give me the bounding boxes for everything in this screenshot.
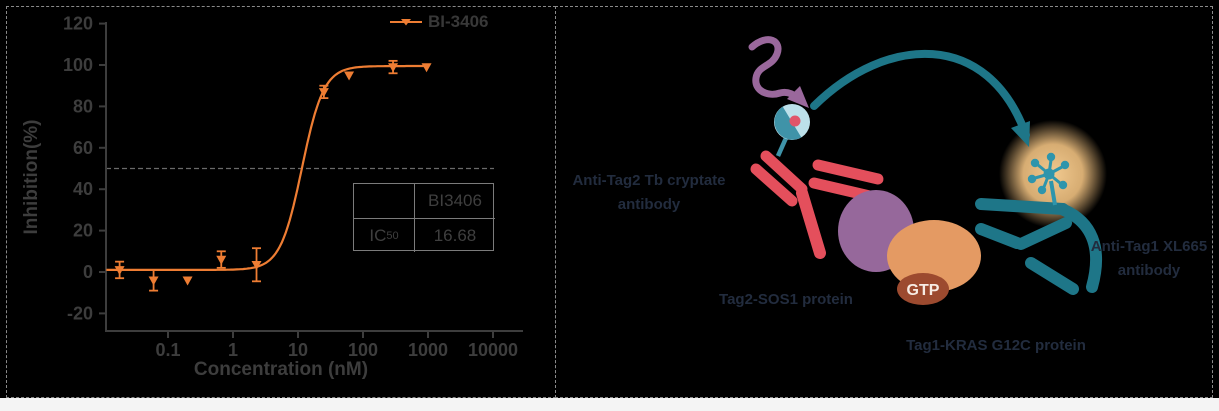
dose-response-svg: 0.1 1 10 100 1000 10000 -20 0 20 40 60 80 100 120 — [63, 14, 523, 360]
acceptor-antibody-shape — [975, 198, 1102, 295]
legend-marker-icon — [390, 19, 422, 26]
acceptor-antibody-label: Anti-Tag1 XL665 antibody — [1059, 235, 1219, 283]
y-axis-title: Inhibition(%) — [21, 119, 42, 235]
y-tick-label: 60 — [73, 138, 93, 158]
y-tick-label: -20 — [67, 303, 93, 323]
data-point-marker — [182, 276, 193, 286]
donor-antibody-label: Anti-Tag2 Tb cryptate antibody — [564, 169, 734, 217]
xl665-asterisk-icon — [1027, 152, 1070, 206]
x-axis-title: Concentration (nM) — [193, 359, 369, 380]
y-tick-label: 100 — [63, 55, 93, 75]
x-tick-label: 10 — [288, 340, 308, 360]
excitation-arrow-icon — [748, 36, 809, 108]
data-point-marker — [421, 63, 432, 73]
data-point-marker — [114, 266, 125, 276]
fit-curve — [106, 64, 428, 271]
bottom-strip — [0, 398, 1219, 411]
legend-label: BI-3406 — [428, 12, 489, 31]
donor-antibody-label-line1: Anti-Tag2 Tb cryptate — [572, 172, 726, 189]
assay-schematic-svg: GTP — [748, 36, 1107, 305]
legend: BI-3406 — [389, 12, 488, 32]
htrf-assay-panel: GTP Anti-Tag2 Tb cryptate antibody Tag2-… — [555, 6, 1213, 398]
donor-bead-stem — [775, 137, 789, 157]
kras-protein-label: Tag1-KRAS G12C protein — [906, 337, 1086, 354]
ic50-table-row-label: IC 50 — [354, 218, 414, 252]
x-tick-label: 1000 — [408, 340, 448, 360]
ic50-table: BI3406 IC 50 16.68 — [353, 183, 495, 252]
data-point-marker — [251, 260, 262, 270]
donor-antibody-label-line2: antibody — [617, 196, 681, 213]
acceptor-antibody-label-line2: antibody — [1117, 262, 1181, 279]
ic50-table-empty-cell — [354, 184, 414, 218]
gtp-label: GTP — [907, 282, 940, 299]
data-point-marker — [344, 71, 355, 81]
data-point-marker — [388, 63, 399, 73]
y-tick-label: 120 — [63, 14, 93, 34]
y-tick-label: 40 — [73, 179, 93, 199]
acceptor-antibody-label-line1: Anti-Tag1 XL665 — [1090, 238, 1208, 255]
x-tick-label: 0.1 — [155, 340, 180, 360]
ic50-table-compound-header: BI3406 — [414, 184, 495, 218]
y-tick-label: 20 — [73, 221, 93, 241]
data-point-marker — [318, 88, 329, 98]
ic50-table-value: 16.68 — [414, 218, 495, 252]
data-point-marker — [216, 255, 227, 265]
x-tick-label: 10000 — [468, 340, 518, 360]
fret-arrow-icon — [810, 49, 1030, 147]
dose-response-panel: 0.1 1 10 100 1000 10000 -20 0 20 40 60 80 100 120 Inh… — [6, 6, 556, 398]
legend-triangle-icon — [401, 19, 411, 26]
kras-protein-shape — [887, 220, 981, 292]
x-tick-label: 1 — [228, 340, 238, 360]
y-tick-label: 0 — [83, 262, 93, 282]
data-point-marker — [148, 276, 159, 286]
sos1-protein-label: Tag2-SOS1 protein — [719, 291, 853, 308]
x-tick-label: 100 — [348, 340, 378, 360]
y-tick-label: 80 — [73, 96, 93, 116]
gtp-badge: GTP — [897, 273, 949, 305]
donor-bead-icon — [774, 104, 810, 140]
